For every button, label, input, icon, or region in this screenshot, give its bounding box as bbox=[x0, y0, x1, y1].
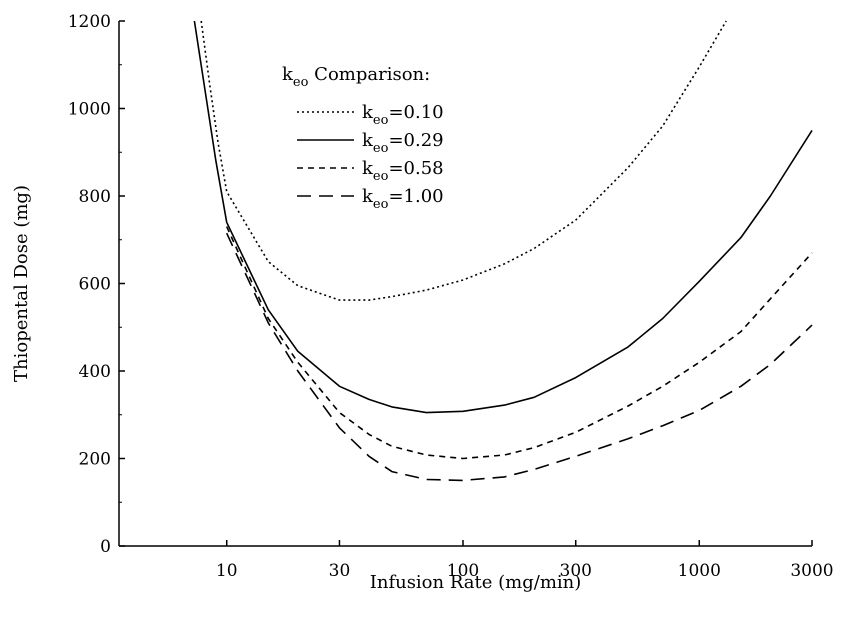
legend-label-1: keo=0.10 bbox=[362, 102, 444, 128]
series-layer bbox=[193, 20, 813, 482]
y-tick-label: 1200 bbox=[68, 12, 111, 32]
legend: keo Comparison: keo=0.10keo=0.29keo=0.58k… bbox=[282, 64, 444, 212]
x-tick-label: 300 bbox=[560, 561, 592, 581]
series-line-keo-1-00 bbox=[225, 232, 813, 482]
x-tick-label: 3000 bbox=[790, 561, 833, 581]
y-tick-label: 200 bbox=[79, 450, 111, 470]
axes: 0 200 400 600 800 1000 1200 10 30 100 300 1000 3000 bbox=[68, 12, 834, 581]
y-tick-label: 0 bbox=[100, 537, 111, 557]
y-tick-label: 400 bbox=[79, 362, 111, 382]
legend-label-3: keo=0.58 bbox=[362, 158, 444, 184]
legend-label-4: keo=1.00 bbox=[362, 186, 444, 212]
y-tick-label: 800 bbox=[79, 187, 111, 207]
y-tick-label: 600 bbox=[79, 275, 111, 295]
series-line-keo-0-29 bbox=[193, 20, 813, 414]
legend-label-2: keo=0.29 bbox=[362, 130, 444, 156]
y-axis-title: Thiopental Dose (mg) bbox=[11, 185, 32, 382]
x-tick-label: 30 bbox=[329, 561, 351, 581]
x-tick-label: 1000 bbox=[678, 561, 721, 581]
legend-title: keo Comparison: bbox=[282, 64, 430, 90]
series-line-keo-0-10 bbox=[200, 20, 727, 301]
x-tick-label: 10 bbox=[216, 561, 238, 581]
x-axis-title: Infusion Rate (mg/min) bbox=[370, 572, 582, 593]
series-line-keo-0-58 bbox=[225, 226, 813, 460]
x-tick-label: 100 bbox=[447, 561, 479, 581]
y-tick-label: 1000 bbox=[68, 100, 111, 120]
